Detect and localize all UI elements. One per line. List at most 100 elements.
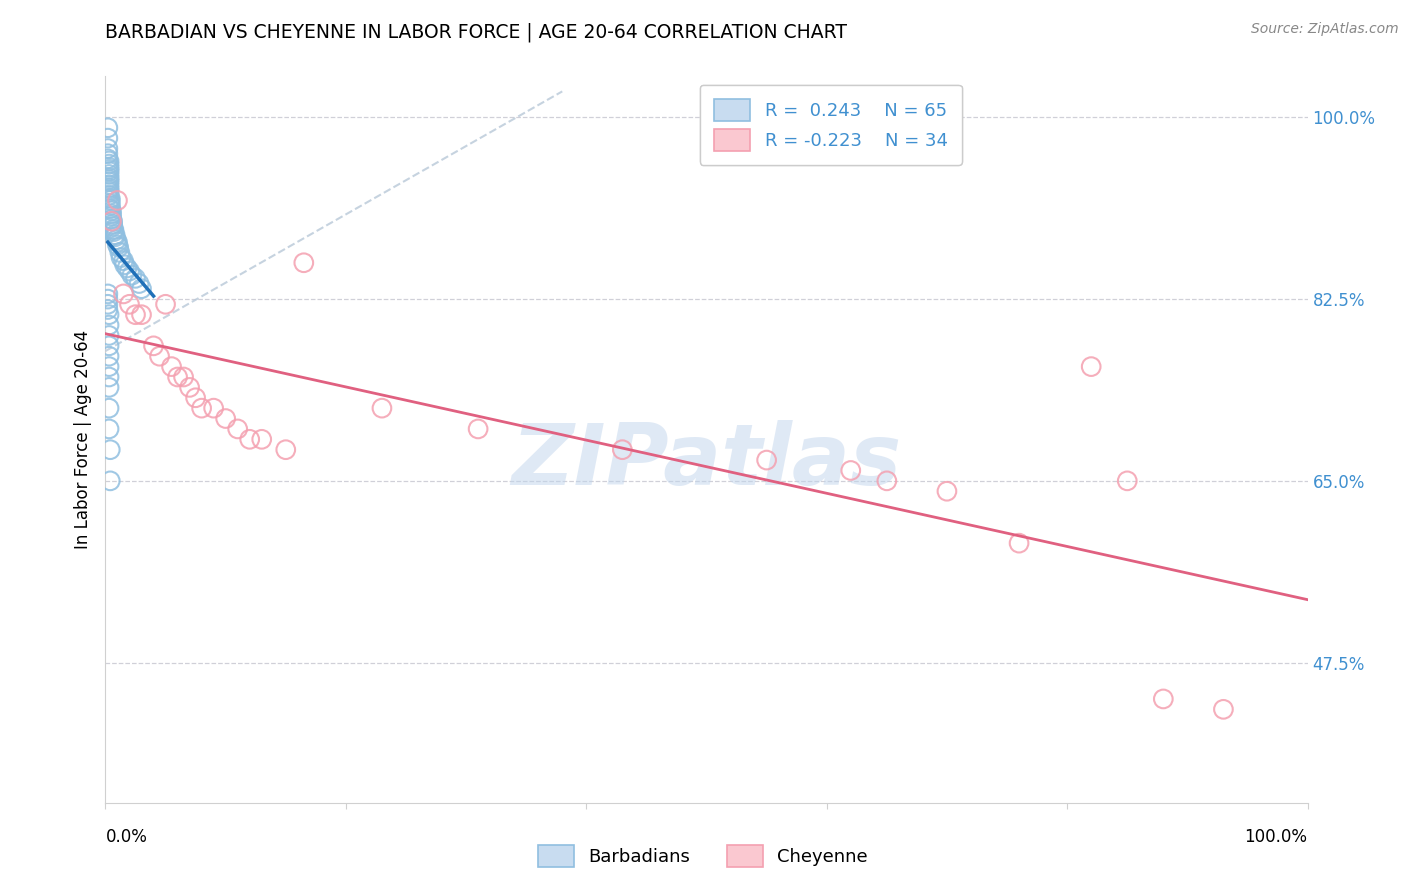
Point <box>214 411 236 425</box>
Point <box>97 142 120 156</box>
Point <box>142 339 165 353</box>
Point <box>101 214 124 228</box>
Point <box>98 328 121 343</box>
Point <box>274 442 297 457</box>
Point <box>202 401 225 416</box>
Point <box>98 194 121 208</box>
Point <box>104 227 127 242</box>
Point <box>97 120 120 135</box>
Point <box>107 240 129 254</box>
Legend: R =  0.243    N = 65, R = -0.223    N = 34: R = 0.243 N = 65, R = -0.223 N = 34 <box>700 85 962 165</box>
Y-axis label: In Labor Force | Age 20-64: In Labor Force | Age 20-64 <box>73 330 91 549</box>
Point <box>98 172 121 186</box>
Point <box>190 401 212 416</box>
Point <box>467 422 489 436</box>
Point <box>118 264 141 278</box>
Point <box>155 297 177 311</box>
Text: Source: ZipAtlas.com: Source: ZipAtlas.com <box>1251 22 1399 37</box>
Point <box>118 297 141 311</box>
Point <box>226 422 249 436</box>
Point <box>124 271 146 285</box>
Point <box>112 253 135 268</box>
Point <box>1080 359 1102 374</box>
Point <box>98 178 121 192</box>
Point <box>108 245 131 260</box>
Point <box>107 235 129 249</box>
Point <box>131 308 153 322</box>
Point <box>98 318 121 332</box>
Point <box>98 168 121 182</box>
Point <box>1008 536 1031 550</box>
Point <box>121 268 143 283</box>
Point <box>97 292 120 306</box>
Point <box>103 222 125 236</box>
Point <box>98 474 121 488</box>
Point <box>184 391 207 405</box>
Point <box>250 433 273 447</box>
Point <box>98 162 121 177</box>
Point <box>128 277 150 291</box>
Point <box>179 380 201 394</box>
Point <box>98 202 121 216</box>
Point <box>100 214 122 228</box>
Point <box>97 297 120 311</box>
Point <box>101 219 124 234</box>
Point <box>98 183 121 197</box>
Point <box>114 258 136 272</box>
Point <box>98 170 121 185</box>
Point <box>131 282 153 296</box>
Point <box>98 191 121 205</box>
Point <box>755 453 778 467</box>
Point <box>104 229 127 244</box>
Point <box>110 251 132 265</box>
Point <box>98 196 121 211</box>
Point <box>98 339 121 353</box>
Point <box>292 256 315 270</box>
Point <box>98 359 121 374</box>
Point <box>112 287 135 301</box>
Text: ZIPatlas: ZIPatlas <box>512 419 901 502</box>
Point <box>97 287 120 301</box>
Point <box>936 484 959 499</box>
Point <box>612 442 634 457</box>
Point <box>103 225 125 239</box>
Point <box>160 359 183 374</box>
Point <box>166 370 188 384</box>
Point <box>98 380 121 394</box>
Point <box>1116 474 1139 488</box>
Point <box>105 233 128 247</box>
Point <box>98 349 121 363</box>
Point <box>97 152 120 166</box>
Point <box>98 422 121 436</box>
Point <box>98 181 121 195</box>
Point <box>98 160 121 174</box>
Point <box>107 194 129 208</box>
Point <box>100 203 122 218</box>
Point <box>98 199 121 213</box>
Point <box>97 146 120 161</box>
Point <box>98 153 121 168</box>
Point <box>98 157 121 171</box>
Point <box>98 442 121 457</box>
Point <box>148 349 170 363</box>
Point <box>124 308 146 322</box>
Point <box>173 370 195 384</box>
Point <box>98 164 121 178</box>
Point <box>100 212 122 227</box>
Point <box>98 175 121 189</box>
Point <box>98 401 121 416</box>
Point <box>839 463 862 477</box>
Point <box>371 401 394 416</box>
Point <box>98 308 121 322</box>
Point <box>100 209 122 223</box>
Point <box>100 207 122 221</box>
Text: 0.0%: 0.0% <box>105 828 148 846</box>
Point <box>107 238 129 252</box>
Point <box>115 260 138 275</box>
Point <box>97 131 120 145</box>
Point <box>239 433 262 447</box>
Point <box>101 217 124 231</box>
Point <box>97 302 120 317</box>
Point <box>876 474 898 488</box>
Point <box>98 185 121 199</box>
